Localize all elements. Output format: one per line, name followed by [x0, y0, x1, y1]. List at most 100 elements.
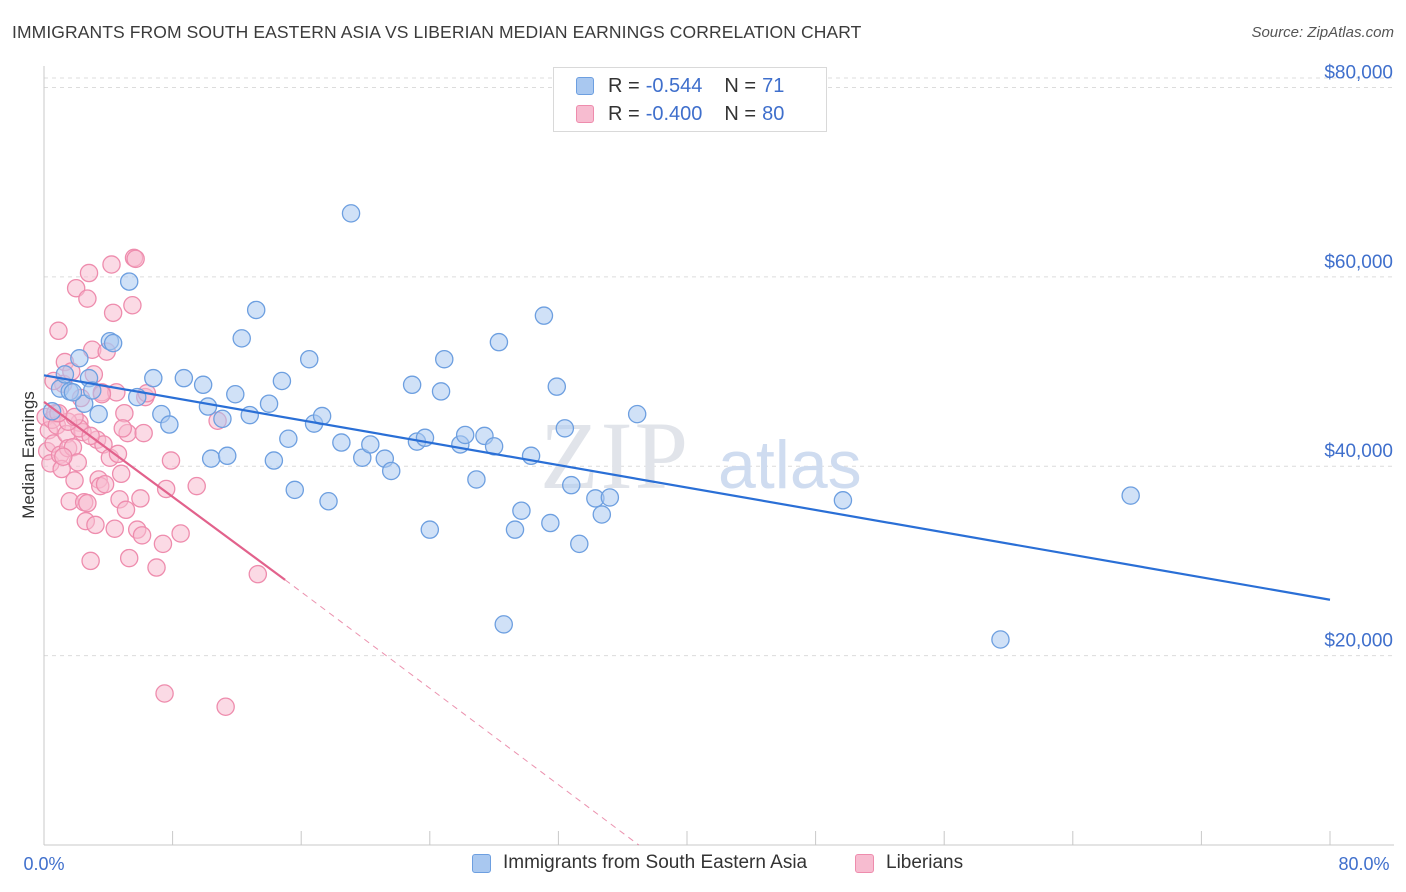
- liberians-point: [115, 403, 134, 423]
- liberians-point: [54, 447, 73, 466]
- legend-r-label: R =: [608, 74, 640, 97]
- sea-immigrants-point: [226, 385, 245, 404]
- sea-immigrants-point: [193, 375, 213, 395]
- liberians-point: [216, 697, 235, 716]
- liberians-point: [187, 476, 206, 496]
- legend-n-value: 80: [762, 102, 785, 125]
- liberians-point: [131, 489, 150, 508]
- liberians-point: [161, 451, 181, 470]
- chart-title: IMMIGRANTS FROM SOUTH EASTERN ASIA VS LI…: [12, 22, 862, 42]
- sea-immigrants-point: [42, 402, 62, 421]
- gridlines: [44, 77, 1394, 657]
- sea-immigrants-point: [144, 368, 163, 388]
- sea-immigrants-point: [272, 371, 292, 391]
- sea-immigrants-point: [82, 381, 102, 400]
- legend-n-label: N =: [724, 74, 757, 97]
- sea-immigrants-point: [505, 520, 525, 539]
- sea-immigrants-point: [627, 404, 647, 424]
- sea-immigrants-point: [259, 394, 279, 413]
- legend-swatch-blue: [576, 77, 594, 95]
- sea-immigrants-point: [361, 435, 380, 454]
- liberians-point: [105, 519, 124, 538]
- axis-labels: Median Earnings 0.0% 80.0% $20,000 $40,00…: [19, 62, 1393, 874]
- sea-immigrants-point: [833, 491, 853, 510]
- sea-immigrants-point: [541, 513, 560, 533]
- watermark-atlas: atlas: [718, 427, 862, 503]
- sea-immigrants-point: [201, 449, 221, 468]
- sea-immigrants-point: [285, 480, 305, 500]
- sea-immigrants-point: [512, 501, 531, 520]
- sea-immigrants-point: [547, 377, 567, 396]
- series-swatch-pink: [855, 853, 874, 873]
- liberians-point: [79, 263, 99, 283]
- sea-immigrants-point: [232, 329, 251, 348]
- sea-immigrants-point: [160, 415, 179, 434]
- liberians-point: [132, 526, 152, 545]
- legend-r-value: -0.400: [645, 102, 703, 125]
- sea-immigrants-point: [264, 451, 284, 470]
- sea-immigrants-point: [299, 349, 319, 369]
- liberians-point: [95, 474, 115, 494]
- legend-swatch-pink: [576, 105, 594, 123]
- sea-trend-line: [43, 374, 1331, 601]
- sea-immigrants-point: [420, 520, 440, 539]
- series-legend-label: Liberians: [886, 852, 964, 873]
- liberians-point: [65, 471, 84, 490]
- liberians-point: [119, 548, 139, 568]
- sea-immigrants-point: [467, 470, 486, 489]
- series-legend-label: Immigrants from South Eastern Asia: [503, 852, 808, 873]
- legend-n-label: N =: [724, 102, 757, 125]
- legend-row-sea: R = -0.544 N = 71: [576, 73, 784, 99]
- x-tick-label-min: 0.0%: [23, 854, 64, 874]
- sea-immigrants-point: [534, 306, 554, 325]
- series-legend-sea: Immigrants from South Eastern Asia: [472, 852, 807, 874]
- sea-immigrants-point: [319, 492, 338, 511]
- sea-immigrants-point: [218, 446, 237, 466]
- sea-immigrants-point: [279, 429, 298, 449]
- liberians-point: [103, 303, 123, 323]
- correlation-legend: R = -0.544 N = 71 R = -0.400 N = 80: [553, 67, 827, 132]
- liberians-point: [156, 479, 176, 499]
- sea-immigrants-point: [435, 349, 454, 369]
- liberians-point: [49, 321, 68, 341]
- sea-immigrants-point: [353, 448, 372, 467]
- series-legend-liberians: Liberians: [855, 852, 963, 874]
- sea-immigrants-point: [119, 272, 139, 291]
- y-axis-title: Median Earnings: [19, 391, 38, 519]
- sea-immigrants-point: [103, 333, 123, 353]
- legend-r-label: R =: [608, 102, 640, 125]
- sea-immigrants-point: [89, 404, 108, 424]
- y-tick-label: $40,000: [1324, 441, 1393, 462]
- sea-immigrants-point: [63, 383, 83, 402]
- liberians-point: [108, 444, 128, 464]
- source-attribution: Source: ZipAtlas.com: [1251, 24, 1394, 41]
- sea-immigrants-point: [402, 375, 422, 395]
- sea-immigrants-point: [570, 534, 589, 554]
- sea-immigrants-point: [74, 394, 94, 413]
- y-tick-label: $80,000: [1324, 62, 1393, 83]
- liberians-point: [153, 534, 173, 554]
- y-tick-label: $20,000: [1324, 631, 1393, 652]
- liberians-point: [116, 500, 136, 520]
- y-tick-label: $60,000: [1324, 252, 1393, 273]
- liberians-point: [86, 515, 105, 535]
- liberians-point: [78, 289, 97, 308]
- sea-immigrants-point: [555, 419, 575, 438]
- liberians-point: [113, 419, 133, 438]
- sea-immigrants-point: [70, 349, 89, 368]
- legend-r-value: -0.544: [645, 74, 703, 97]
- liberians-point: [102, 255, 121, 274]
- liberians-trend-extension: [284, 579, 640, 846]
- liberians-point: [248, 564, 268, 584]
- sea-immigrants-point: [489, 332, 509, 352]
- liberians-point: [155, 684, 174, 703]
- sea-immigrants-point: [341, 204, 361, 223]
- liberians-point: [81, 551, 100, 571]
- trend-lines: [43, 374, 1331, 846]
- liberians-point: [78, 493, 97, 513]
- sea-immigrants-point: [600, 488, 620, 507]
- liberians-point: [147, 558, 166, 577]
- legend-row-liberians: R = -0.400 N = 80: [576, 101, 784, 127]
- sea-immigrants-point: [381, 461, 401, 481]
